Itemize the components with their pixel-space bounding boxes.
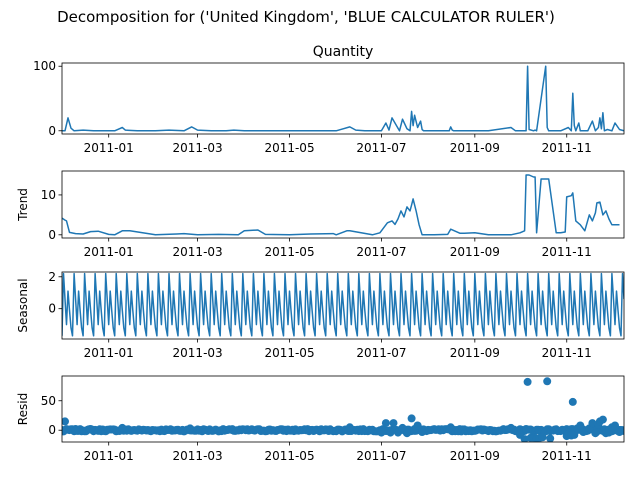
resid-point bbox=[62, 417, 69, 426]
axes-frame-quantity bbox=[61, 62, 625, 135]
resid-point bbox=[588, 419, 597, 428]
y-tick-label: 50 bbox=[41, 394, 56, 408]
series-line-seasonal bbox=[62, 272, 624, 337]
y-axis-label-seasonal: Seasonal bbox=[16, 278, 30, 332]
series-line-quantity bbox=[62, 65, 624, 132]
resid-point bbox=[591, 429, 600, 438]
y-tick-label: 0 bbox=[48, 124, 56, 138]
resid-point bbox=[507, 423, 515, 432]
x-tick-label: 2011-01 bbox=[84, 245, 134, 259]
panel-trend: 0 10 2011-01 2011-03 2011-05 2011-07 2011-09 20… bbox=[16, 170, 625, 259]
panel-quantity: 0 100 2011-01 2011-03 2011-05 2011-07 2011-09 2… bbox=[33, 44, 625, 155]
resid-point bbox=[446, 423, 455, 432]
x-tick-label: 2011-05 bbox=[264, 245, 314, 259]
resid-point bbox=[345, 423, 354, 432]
panel-resid: 0 50 2011-01 2011-03 2011-05 2011-07 2011-09 20… bbox=[16, 375, 625, 463]
x-tick-label: 2011-05 bbox=[264, 346, 314, 360]
y-tick-label: 100 bbox=[33, 59, 56, 73]
resid-point bbox=[389, 419, 398, 428]
resid-point bbox=[381, 419, 390, 428]
x-tick-label: 2011-05 bbox=[264, 449, 314, 463]
resid-point bbox=[377, 428, 386, 437]
resid-point bbox=[520, 435, 529, 442]
x-tick-label: 2011-09 bbox=[450, 141, 500, 155]
x-tick-label: 2011-11 bbox=[542, 245, 592, 259]
x-tick-label: 2011-09 bbox=[450, 245, 500, 259]
y-axis-label-trend: Trend bbox=[16, 188, 30, 222]
resid-point bbox=[186, 424, 195, 433]
resid-point bbox=[568, 397, 577, 406]
axes-frame-trend bbox=[61, 170, 625, 239]
y-tick-label: 10 bbox=[41, 188, 56, 202]
x-tick-label: 2011-09 bbox=[450, 449, 500, 463]
figure-suptitle: Decomposition for ('United Kingdom', 'BL… bbox=[57, 8, 555, 26]
x-tick-label: 2011-03 bbox=[173, 449, 223, 463]
x-tick-label: 2011-05 bbox=[264, 141, 314, 155]
resid-point bbox=[65, 425, 74, 434]
x-tick-label: 2011-03 bbox=[173, 346, 223, 360]
plot-area-seasonal bbox=[62, 272, 624, 337]
resid-point bbox=[579, 428, 588, 436]
axes-frame-seasonal bbox=[61, 271, 625, 340]
y-tick-label: 2 bbox=[48, 270, 56, 284]
resid-point bbox=[118, 423, 127, 432]
resid-point bbox=[570, 430, 579, 439]
resid-point bbox=[522, 425, 531, 433]
resid-point bbox=[403, 429, 411, 438]
x-tick-label: 2011-11 bbox=[542, 141, 592, 155]
x-tick-label: 2011-07 bbox=[356, 141, 406, 155]
x-tick-label: 2011-11 bbox=[542, 346, 592, 360]
plot-area-quantity bbox=[62, 65, 624, 132]
x-tick-label: 2011-11 bbox=[542, 449, 592, 463]
y-tick-label: 0 bbox=[48, 302, 56, 316]
resid-point bbox=[86, 425, 95, 433]
y-tick-label: 0 bbox=[48, 228, 56, 242]
x-tick-label: 2011-01 bbox=[84, 346, 134, 360]
resid-point bbox=[386, 428, 395, 437]
x-tick-label: 2011-09 bbox=[450, 346, 500, 360]
x-tick-label: 2011-01 bbox=[84, 449, 134, 463]
x-tick-label: 2011-01 bbox=[84, 141, 134, 155]
panel-seasonal: 0 2 2011-01 2011-03 2011-05 2011-07 2011-09 201… bbox=[16, 270, 625, 360]
resid-point bbox=[407, 414, 416, 423]
resid-point bbox=[398, 423, 407, 432]
resid-point bbox=[546, 434, 555, 442]
x-tick-label: 2011-03 bbox=[173, 245, 223, 259]
panel-title-quantity: Quantity bbox=[313, 44, 374, 60]
resid-point bbox=[538, 433, 547, 442]
x-tick-label: 2011-03 bbox=[173, 141, 223, 155]
resid-point bbox=[615, 428, 624, 436]
y-tick-label: 0 bbox=[48, 423, 56, 437]
plot-area-trend bbox=[62, 174, 620, 236]
resid-point bbox=[523, 377, 532, 386]
series-line-trend bbox=[62, 174, 620, 236]
resid-point bbox=[611, 421, 619, 430]
x-tick-label: 2011-07 bbox=[356, 449, 406, 463]
resid-point bbox=[413, 421, 422, 430]
plot-area-resid bbox=[62, 377, 624, 442]
resid-point bbox=[543, 377, 552, 386]
x-tick-label: 2011-07 bbox=[356, 346, 406, 360]
resid-point bbox=[71, 426, 80, 435]
x-tick-label: 2011-07 bbox=[356, 245, 406, 259]
resid-point bbox=[418, 428, 427, 436]
resid-point bbox=[576, 421, 585, 430]
axes-frame-resid bbox=[61, 375, 625, 443]
resid-point bbox=[598, 415, 607, 424]
y-axis-label-resid: Resid bbox=[16, 393, 30, 425]
